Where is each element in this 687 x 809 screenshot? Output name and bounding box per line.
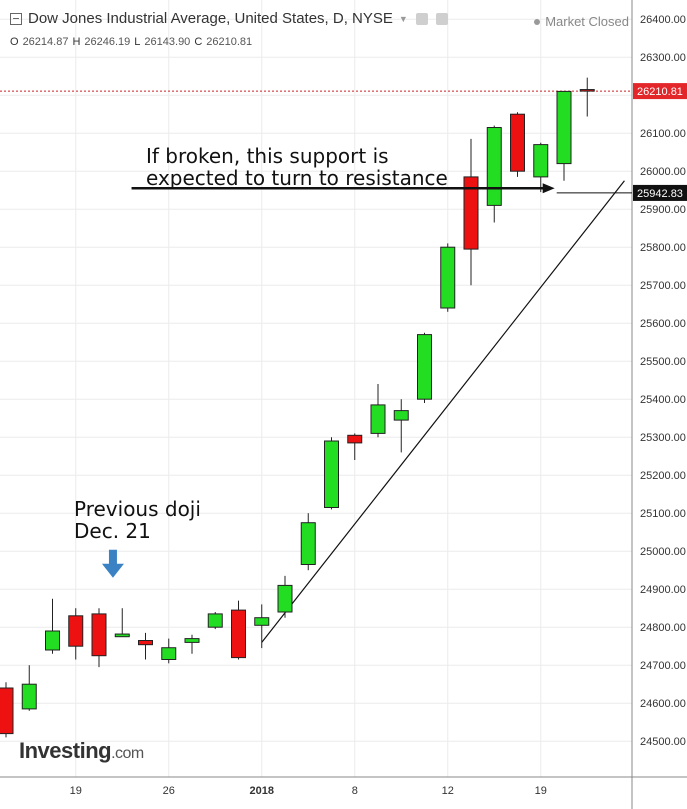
candle-up: [440, 246, 456, 309]
candle-up: [533, 144, 549, 178]
collapse-icon[interactable]: [10, 12, 22, 25]
x-tick-label: 12: [442, 785, 454, 797]
support-price-badge: [633, 184, 687, 201]
y-tick-label: 25800.00: [640, 242, 686, 254]
candle-down: [231, 609, 246, 659]
candle-up: [45, 630, 60, 651]
candle-up: [21, 683, 37, 710]
y-tick-label: 26300.00: [640, 52, 686, 64]
y-tick-label: 24800.00: [640, 622, 686, 634]
y-tick-label: 26100.00: [640, 128, 686, 140]
y-tick-label: 25400.00: [640, 394, 686, 406]
candle-up: [417, 334, 432, 400]
candle-down: [510, 113, 525, 172]
status-dot-icon: [534, 18, 541, 25]
candle-down: [579, 89, 595, 92]
candle-up: [556, 90, 572, 165]
y-tick-label: 24500.00: [640, 736, 686, 748]
candle-up: [300, 522, 316, 566]
ohlc-low-key: L: [134, 36, 141, 48]
doji-annotation: Previous doji Dec. 21: [74, 498, 201, 542]
candle-up: [324, 440, 339, 508]
ohlc-high-value: 26246.19: [84, 36, 131, 48]
y-tick-label: 24600.00: [640, 698, 686, 710]
candle-down: [347, 434, 363, 444]
support-annotation-line2: expected to turn to resistance: [146, 166, 448, 190]
candle-down: [91, 613, 107, 657]
chart-header: Dow Jones Industrial Average, United Sta…: [0, 0, 687, 56]
current-price-label: 26210.81: [637, 86, 683, 98]
x-tick-label: 19: [535, 785, 547, 797]
candle-down: [68, 615, 84, 647]
ohlc-close-value: 26210.81: [206, 36, 253, 48]
y-tick-label: 25600.00: [640, 318, 686, 330]
candle-up: [161, 647, 177, 660]
support-annotation: If broken, this support is expected to t…: [146, 145, 448, 189]
candle-down: [138, 640, 153, 646]
y-tick-label: 25700.00: [640, 280, 686, 292]
investing-logo: Investing.com: [19, 738, 144, 764]
y-tick-label: 26000.00: [640, 166, 686, 178]
gear-icon[interactable]: [435, 12, 448, 25]
candle-down: [0, 687, 14, 735]
y-tick-label: 24700.00: [640, 660, 686, 672]
market-status: Market Closed: [534, 14, 629, 29]
candle-down: [463, 176, 479, 250]
ohlc-readout: O 26214.87 H 26246.19 L 26143.90 C 26210…: [10, 36, 252, 48]
y-tick-label: 25200.00: [640, 470, 686, 482]
chart-title: Dow Jones Industrial Average, United Sta…: [28, 10, 393, 27]
support-trendline: [261, 180, 625, 643]
doji-annotation-line1: Previous doji: [74, 497, 201, 521]
title-row: Dow Jones Industrial Average, United Sta…: [10, 10, 448, 27]
doji-arrow-icon: [101, 549, 124, 578]
x-tick-label: 19: [70, 785, 82, 797]
y-tick-label: 25500.00: [640, 356, 686, 368]
candle-up: [114, 633, 130, 638]
logo-suffix: .com: [111, 745, 144, 762]
x-tick-label: 8: [352, 785, 358, 797]
support-annotation-line1: If broken, this support is: [146, 144, 389, 168]
y-tick-label: 26400.00: [640, 14, 686, 26]
y-tick-label: 25100.00: [640, 508, 686, 520]
chevron-down-icon[interactable]: ▼: [398, 13, 408, 24]
ohlc-low-value: 26143.90: [144, 36, 191, 48]
market-status-text: Market Closed: [545, 14, 629, 29]
candle-up: [254, 617, 270, 626]
doji-annotation-line2: Dec. 21: [74, 519, 151, 543]
y-tick-label: 25300.00: [640, 432, 686, 444]
candle-up: [184, 638, 200, 643]
ohlc-open-key: O: [10, 36, 19, 48]
ohlc-high-key: H: [72, 36, 81, 48]
ohlc-close-key: C: [194, 36, 203, 48]
candle-up: [370, 404, 386, 434]
candle-up: [393, 410, 409, 421]
current-price-badge: [633, 83, 687, 100]
x-tick-label: 26: [163, 785, 175, 797]
y-tick-label: 24900.00: [640, 584, 686, 596]
y-tick-label: 25900.00: [640, 204, 686, 216]
support-arrow-head: [542, 183, 555, 194]
candle-up: [486, 127, 502, 206]
logo-brand: Investing: [19, 738, 112, 763]
support-price-label: 25942.83: [637, 188, 683, 200]
candle-up: [277, 584, 293, 613]
x-tick-label: 2018: [250, 785, 274, 797]
candle-up: [207, 613, 223, 628]
settings-icon[interactable]: [415, 12, 428, 25]
y-tick-label: 25000.00: [640, 546, 686, 558]
ohlc-open-value: 26214.87: [22, 36, 69, 48]
